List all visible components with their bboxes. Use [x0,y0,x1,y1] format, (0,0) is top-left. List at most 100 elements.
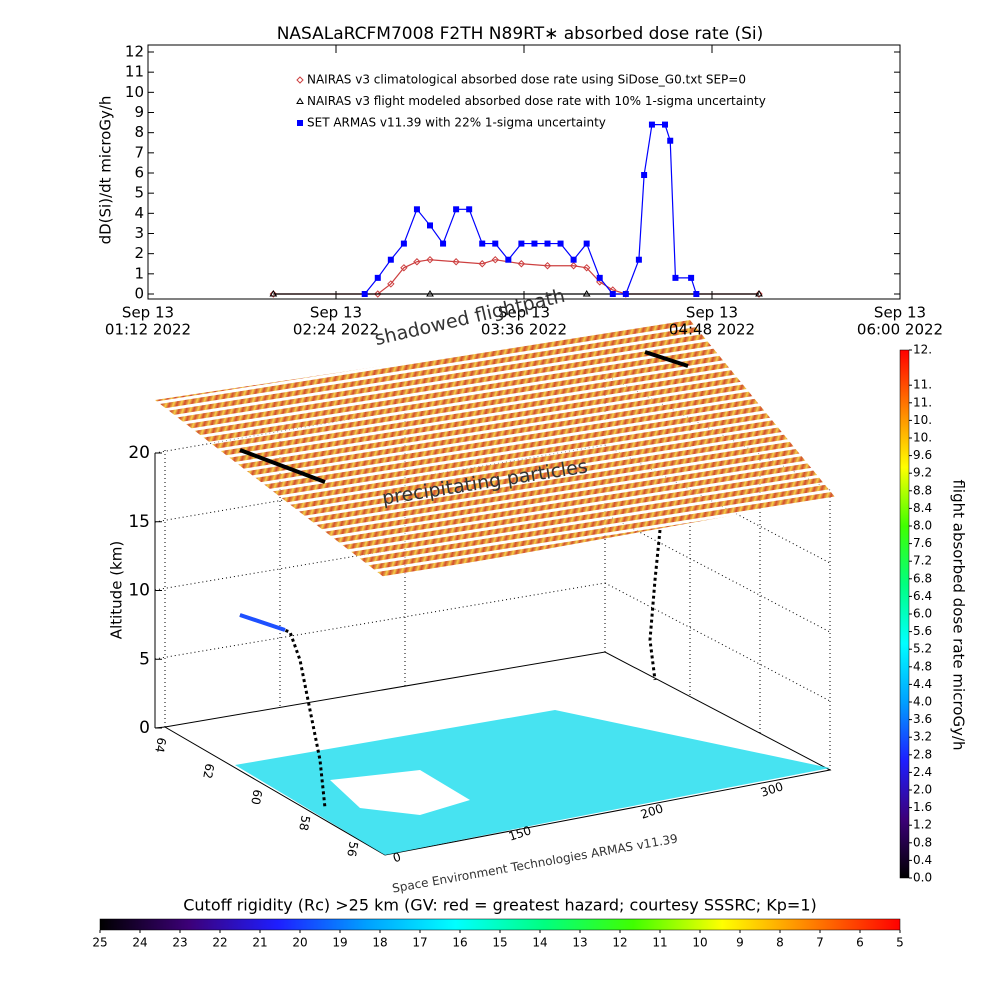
point [596,274,603,281]
z-tick-label: 58 [296,814,312,831]
y-tick-label: 12 [125,43,144,61]
y-tick-label: 2 [134,244,144,262]
y-tick-label: 4 [134,204,144,222]
x-tick-label: Sep 13 [874,304,926,322]
y-tick-label: 15 [128,512,150,532]
x-tick-label: 02:24 2022 [293,321,379,339]
colorbar-tick-label: 2.8 [913,747,932,761]
colorbar-tick-label: 17 [412,936,427,950]
point [479,240,486,247]
y-tick-label: 3 [134,224,144,242]
colorbar-tick-label: 4.4 [913,677,932,691]
point [478,260,486,268]
colorbar-tick-label: 13 [572,936,587,950]
colorbar-tick-label: 8.4 [913,501,932,515]
point [296,76,304,84]
colorbar-tick-label: 22 [212,936,227,950]
colorbar-tick-label: 2.4 [913,765,932,779]
point [755,290,763,298]
point [531,240,538,247]
colorbar-tick-label: 10. [913,431,932,445]
colorbar-tick-label: 6.4 [913,589,932,603]
particle-layer [155,320,835,578]
x-tick-label: 0 [391,850,403,866]
point [648,121,655,128]
point [492,240,499,247]
colorbar-tick-label: 10 [692,936,707,950]
y-tick-label: 9 [134,103,144,121]
point [361,291,368,297]
colorbar [899,349,910,879]
colorbar-tick-label: 6.8 [913,571,932,585]
y-tick-label: 8 [134,123,144,141]
point [452,258,460,266]
point [635,256,642,263]
point [583,240,590,247]
y-tick-label: 5 [134,184,144,202]
map-sea [330,770,470,815]
point [693,291,700,297]
surface-layout [154,320,835,856]
z-tick-label: 60 [248,788,264,805]
x-tick-label: 04:48 2022 [669,321,755,339]
y-tick-label: 7 [134,143,144,161]
colorbar-tick-label: 11 [652,936,667,950]
colorbar-tick-label: 25 [92,936,107,950]
point [672,274,679,281]
colorbar-tick-label: 4.8 [913,659,932,673]
colorbar-tick-label: 0.8 [913,835,932,849]
colorbar-tick-label: 9.2 [913,466,932,480]
colorbar-tick-label: 6.0 [913,607,932,621]
point [413,258,421,266]
colorbar-tick-label: 5 [896,936,904,950]
y-tick-label: 1 [134,264,144,282]
point [557,240,564,247]
point [667,137,674,144]
point [517,260,526,268]
colorbar-tick-label: 20 [292,936,307,950]
x-tick-label: Sep 13 [122,304,174,322]
colorbar-tick-label: 3.2 [913,730,932,744]
point [582,290,591,297]
chart-title: NASALaRCFM7008 F2TH N89RT∗ absorbed dose… [277,24,764,44]
colorbar-tick-label: 12. [913,343,932,357]
colorbar-tick-label: 8.8 [913,483,932,497]
colorbar-tick-label: 10. [913,413,932,427]
point [582,264,591,272]
y-tick-label: 6 [134,164,144,182]
point [491,256,499,264]
point [387,256,394,263]
colorbar-label: Cutoff rigidity (Rc) >25 km (GV: red = g… [183,896,817,915]
point [426,256,434,264]
x-tick-label: 01:12 2022 [105,321,191,339]
point [755,290,763,297]
point [453,206,460,213]
colorbar-tick-label: 24 [132,936,147,950]
colorbar-label: flight absorbed dose rate microGy/h [950,479,968,750]
point [426,290,434,297]
legend-label: SET ARMAS v11.39 with 22% 1-sigma uncert… [307,116,606,130]
y-tick-label: 5 [139,649,150,669]
colorbar-tick-label: 14 [532,936,547,950]
point [505,256,512,263]
point [427,222,433,229]
point [641,172,648,179]
x-tick-label: Sep 13 [310,304,362,322]
point [570,256,577,263]
x-tick-label: 03:36 2022 [481,321,567,339]
colorbar-tick-label: 12 [612,936,627,950]
point [662,121,668,128]
z-tick-label: 62 [200,762,216,779]
legend-label: NAIRAS v3 flight modeled absorbed dose r… [307,94,766,108]
colorbar-tick-label: 7.2 [913,554,932,568]
y-tick-label: 20 [128,443,150,463]
colorbar-tick-label: 0.0 [913,871,932,885]
point [609,291,616,297]
z-tick-label: 56 [344,840,360,857]
colorbar-tick-label: 16 [452,936,467,950]
y-tick-label: 0 [134,285,144,303]
colorbar-tick-label: 2.0 [913,783,932,797]
colorbar-tick-label: 5.2 [913,642,932,656]
colorbar-tick-label: 4.0 [913,695,932,709]
